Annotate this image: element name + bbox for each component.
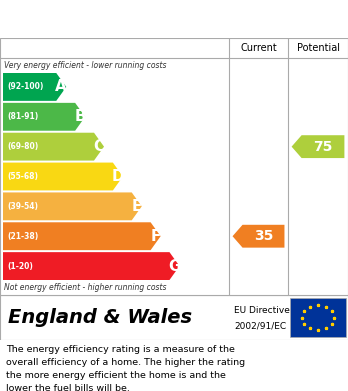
Text: The energy efficiency rating is a measure of the
overall efficiency of a home. T: The energy efficiency rating is a measur… [6,345,245,391]
Polygon shape [3,252,180,280]
Text: (81-91): (81-91) [7,112,38,121]
Text: D: D [112,169,124,184]
Text: Energy Efficiency Rating: Energy Efficiency Rating [8,10,237,28]
Text: EU Directive: EU Directive [234,306,290,315]
Bar [290,298,346,337]
Text: Very energy efficient - lower running costs: Very energy efficient - lower running co… [4,61,166,70]
Text: (92-100): (92-100) [7,83,44,91]
Text: C: C [94,139,104,154]
Text: A: A [55,79,67,95]
Text: 35: 35 [254,229,273,243]
Polygon shape [292,135,345,158]
Text: (39-54): (39-54) [7,202,38,211]
Text: B: B [74,109,86,124]
Polygon shape [232,225,284,248]
Text: 75: 75 [313,140,333,154]
Text: (69-80): (69-80) [7,142,38,151]
Text: (55-68): (55-68) [7,172,38,181]
Polygon shape [3,222,161,250]
Polygon shape [3,73,66,101]
Text: Potential: Potential [296,43,340,53]
Text: Current: Current [240,43,277,53]
Polygon shape [3,192,142,220]
Text: E: E [132,199,142,214]
Text: Not energy efficient - higher running costs: Not energy efficient - higher running co… [4,283,166,292]
Text: 2002/91/EC: 2002/91/EC [234,321,286,330]
Text: England & Wales: England & Wales [8,308,192,327]
Text: G: G [168,258,181,274]
Polygon shape [3,103,85,131]
Polygon shape [3,163,123,190]
Text: F: F [150,229,161,244]
Text: (21-38): (21-38) [7,232,38,241]
Text: (1-20): (1-20) [7,262,33,271]
Polygon shape [3,133,104,161]
